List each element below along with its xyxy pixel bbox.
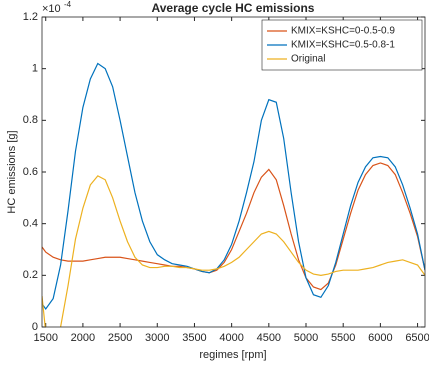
y-tick-label: 0.8 <box>23 114 38 126</box>
x-tick-label: 2500 <box>108 332 132 344</box>
legend-label: KMIX=KSHC=0-0.5-0.9 <box>291 26 395 37</box>
y-axis-label: HC emissions [g] <box>6 130 18 213</box>
legend-box <box>261 19 423 71</box>
legend-label: Original <box>291 54 325 65</box>
plot-lines <box>42 62 425 327</box>
axes-box <box>41 16 426 328</box>
y-multiplier-exp: -4 <box>64 0 72 9</box>
y-multiplier: ×10 <box>42 3 61 15</box>
y-tick-label: 1.2 <box>23 11 38 23</box>
x-tick-label: 4500 <box>257 332 281 344</box>
x-tick-label: 6000 <box>368 332 392 344</box>
series-line <box>42 162 425 291</box>
x-tick-label: 2000 <box>71 332 95 344</box>
y-tick-label: 1 <box>32 63 38 75</box>
series-line <box>42 175 425 327</box>
legend-label: KMIX=KSHC=0.5-0.8-1 <box>291 40 395 51</box>
y-tick-label: 0.2 <box>23 269 38 281</box>
x-tick-label: 1500 <box>33 332 57 344</box>
y-tick-label: 0.4 <box>23 218 38 230</box>
x-tick-label: 5000 <box>294 332 318 344</box>
series-line <box>42 62 425 310</box>
x-tick-label: 5500 <box>331 332 355 344</box>
x-tick-label: 3000 <box>145 332 169 344</box>
x-tick-label: 3500 <box>182 332 206 344</box>
x-tick-label: 4000 <box>219 332 243 344</box>
y-tick-label: 0 <box>32 321 38 333</box>
x-tick-label: 6500 <box>405 332 429 344</box>
chart-title: Average cycle HC emissions <box>152 1 315 15</box>
x-axis-label: regimes [rpm] <box>199 349 266 361</box>
y-tick-label: 0.6 <box>23 166 38 178</box>
